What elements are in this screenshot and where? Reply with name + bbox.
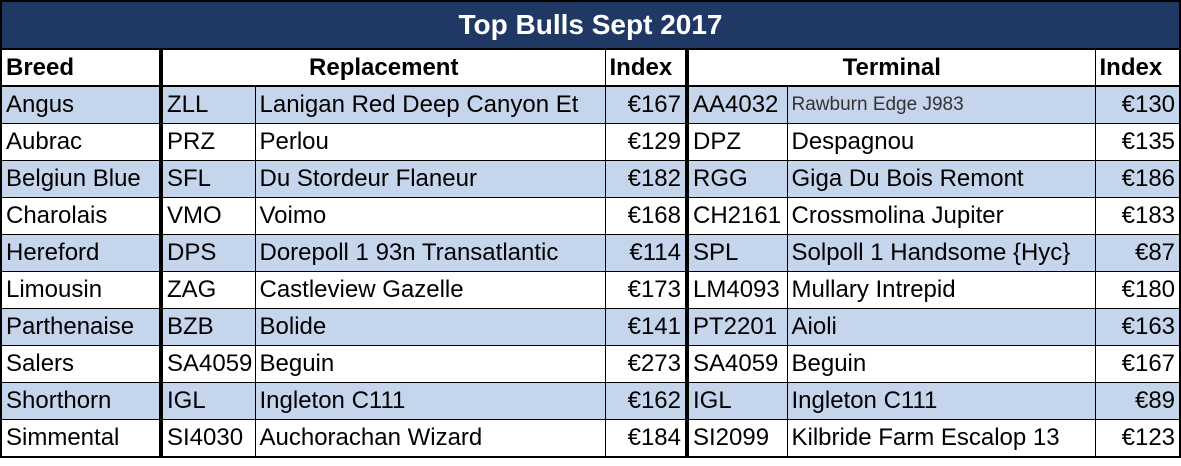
cell-breed: Charolais: [0, 197, 163, 235]
cell-terminal-code: CH2161: [687, 197, 788, 235]
cell-terminal-code: LM4093: [687, 271, 788, 309]
cell-breed: Angus: [0, 86, 163, 124]
cell-replacement-name: Dorepoll 1 93n Transatlantic: [255, 234, 606, 272]
cell-terminal-code: IGL: [687, 382, 788, 420]
cell-terminal-name: Mullary Intrepid: [787, 271, 1096, 309]
cell-terminal-index: €135: [1095, 123, 1181, 161]
header-replacement-index: Index: [604, 48, 689, 87]
cell-breed: Aubrac: [0, 123, 163, 161]
header-terminal: Terminal: [687, 48, 1095, 87]
cell-replacement-index: €173: [605, 271, 689, 309]
cell-replacement-name: Beguin: [255, 345, 606, 383]
cell-replacement-name: Lanigan Red Deep Canyon Et: [255, 86, 606, 124]
cell-terminal-name: Giga Du Bois Remont: [787, 160, 1096, 198]
cell-replacement-code: SFL: [161, 160, 256, 198]
table-row: Salers SA4059 Beguin €273 SA4059 Beguin €167: [0, 345, 1181, 383]
cell-terminal-name: Solpoll 1 Handsome {Hyc}: [787, 234, 1096, 272]
cell-breed: Shorthorn: [0, 382, 163, 420]
table-row: Angus ZLL Lanigan Red Deep Canyon Et €167 AA…: [0, 86, 1181, 124]
cell-terminal-name: Despagnou: [787, 123, 1096, 161]
title-row: Top Bulls Sept 2017: [0, 0, 1181, 50]
table-row: Belgiun Blue SFL Du Stordeur Flaneur €182 RG…: [0, 160, 1181, 198]
cell-replacement-code: ZLL: [161, 86, 256, 124]
cell-replacement-code: PRZ: [161, 123, 256, 161]
cell-replacement-index: €162: [605, 382, 689, 420]
cell-terminal-name: Beguin: [787, 345, 1096, 383]
cell-terminal-name: Ingleton C111: [787, 382, 1096, 420]
cell-terminal-index: €186: [1095, 160, 1181, 198]
cell-replacement-name: Du Stordeur Flaneur: [255, 160, 606, 198]
cell-breed: Parthenaise: [0, 308, 163, 346]
cell-terminal-index: €123: [1095, 419, 1181, 458]
cell-replacement-code: IGL: [161, 382, 256, 420]
table-row: Shorthorn IGL Ingleton C111 €162 IGL Ingleton…: [0, 382, 1181, 420]
cell-breed: Hereford: [0, 234, 163, 272]
cell-terminal-index: €130: [1095, 86, 1181, 124]
cell-terminal-code: DPZ: [687, 123, 788, 161]
cell-replacement-index: €273: [605, 345, 689, 383]
cell-replacement-index: €129: [605, 123, 689, 161]
cell-replacement-code: SI4030: [161, 419, 256, 458]
cell-replacement-name: Perlou: [255, 123, 606, 161]
table-row: Parthenaise BZB Bolide €141 PT2201 Aioli €163: [0, 308, 1181, 346]
table-row: Hereford DPS Dorepoll 1 93n Transatlantic €…: [0, 234, 1181, 272]
cell-terminal-code: PT2201: [687, 308, 788, 346]
cell-replacement-code: SA4059: [161, 345, 256, 383]
cell-replacement-name: Ingleton C111: [255, 382, 606, 420]
table-row: Charolais VMO Voimo €168 CH2161 Crossmolina J…: [0, 197, 1181, 235]
cell-replacement-name: Auchorachan Wizard: [255, 419, 606, 458]
cell-replacement-index: €168: [605, 197, 689, 235]
cell-breed: Limousin: [0, 271, 163, 309]
cell-terminal-index: €180: [1095, 271, 1181, 309]
cell-breed: Simmental: [0, 419, 163, 458]
cell-terminal-name: Aioli: [787, 308, 1096, 346]
cell-terminal-code: SA4059: [687, 345, 788, 383]
cell-replacement-code: VMO: [161, 197, 256, 235]
cell-terminal-index: €167: [1095, 345, 1181, 383]
table-title: Top Bulls Sept 2017: [0, 0, 1181, 50]
cell-replacement-index: €141: [605, 308, 689, 346]
cell-replacement-index: €182: [605, 160, 689, 198]
cell-breed: Salers: [0, 345, 163, 383]
table-row: Simmental SI4030 Auchorachan Wizard €184 SI2…: [0, 419, 1181, 458]
cell-breed: Belgiun Blue: [0, 160, 163, 198]
cell-replacement-name: Voimo: [255, 197, 606, 235]
header-breed: Breed: [0, 48, 163, 87]
header-terminal-index: Index: [1094, 48, 1181, 87]
cell-replacement-index: €167: [605, 86, 689, 124]
cell-replacement-index: €114: [605, 234, 689, 272]
cell-replacement-name: Bolide: [255, 308, 606, 346]
cell-terminal-code: SPL: [687, 234, 788, 272]
cell-terminal-name: Kilbride Farm Escalop 13: [787, 419, 1096, 458]
cell-terminal-code: SI2099: [687, 419, 788, 458]
cell-terminal-index: €163: [1095, 308, 1181, 346]
cell-replacement-index: €184: [605, 419, 689, 458]
cell-terminal-name: Crossmolina Jupiter: [787, 197, 1096, 235]
cell-terminal-index: €87: [1095, 234, 1181, 272]
cell-replacement-code: BZB: [161, 308, 256, 346]
table-row: Limousin ZAG Castleview Gazelle €173 LM4093 M…: [0, 271, 1181, 309]
cell-replacement-code: DPS: [161, 234, 256, 272]
cell-terminal-index: €89: [1095, 382, 1181, 420]
cell-replacement-code: ZAG: [161, 271, 256, 309]
cell-replacement-name: Castleview Gazelle: [255, 271, 606, 309]
table-row: Aubrac PRZ Perlou €129 DPZ Despagnou €135: [0, 123, 1181, 161]
cell-terminal-index: €183: [1095, 197, 1181, 235]
header-replacement: Replacement: [161, 48, 605, 87]
cell-terminal-name: Rawburn Edge J983: [787, 86, 1096, 124]
cell-terminal-code: RGG: [687, 160, 788, 198]
header-row: Breed Replacement Index Terminal Index: [0, 48, 1181, 87]
cell-terminal-code: AA4032: [687, 86, 788, 124]
